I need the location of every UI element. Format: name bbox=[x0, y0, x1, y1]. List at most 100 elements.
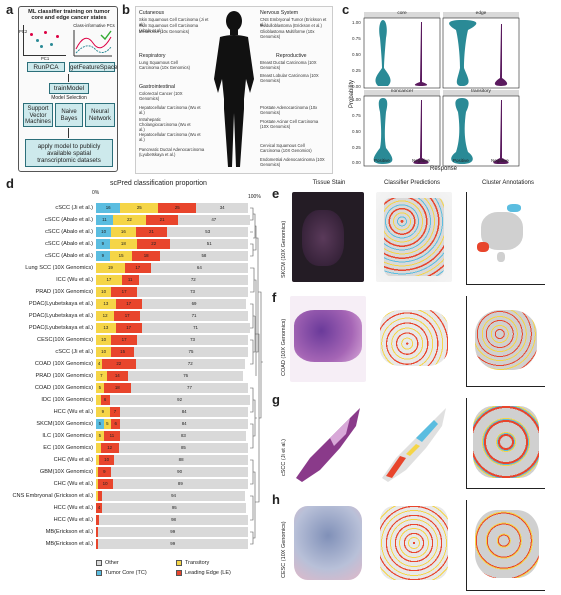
bar-segment: 90 bbox=[111, 467, 248, 477]
legend-swatch-transitory bbox=[176, 560, 182, 566]
bar-segment: 72 bbox=[135, 359, 245, 369]
bar-segment bbox=[96, 527, 98, 537]
row-label: CNS Embryonal (Erickson et al.) bbox=[12, 493, 93, 499]
bar-segment: 25 bbox=[158, 203, 197, 213]
bar-segment: 15 bbox=[109, 251, 133, 261]
model-neural-network[interactable]: Neural Network bbox=[85, 103, 115, 127]
svg-text:0.00: 0.00 bbox=[352, 84, 361, 89]
bar-row: 11 22 21 47 bbox=[96, 215, 250, 225]
gastro-item-3: Intrahepatic Cholangiocarcinoma (Wu et a… bbox=[139, 117, 191, 133]
bar-segment: 14 bbox=[106, 371, 128, 381]
bar-segment: 17 bbox=[111, 335, 138, 345]
reproductive-item-2: Breast Lobular Carcinoma (10X Genomics) bbox=[260, 73, 319, 84]
reproductive-item-5: Cervical Squamous Cell Carcinoma (10X Ge… bbox=[260, 143, 312, 154]
bar-segment: 84 bbox=[120, 407, 248, 417]
row-label: CHC (Wu et al.) bbox=[53, 457, 93, 463]
bar-segment: 75 bbox=[134, 347, 248, 357]
bar-segment: 11 bbox=[96, 215, 113, 225]
svg-text:0.25: 0.25 bbox=[352, 68, 361, 73]
bar-segment: 17 bbox=[115, 299, 142, 309]
row-label: HCC (Wu et al.) bbox=[53, 517, 93, 523]
bar-segment: 22 bbox=[102, 359, 136, 369]
gastro-item-4: Hepatocellular Carcinoma (Wu et al.) bbox=[139, 132, 201, 143]
row-label: SKCM(10X Genomics) bbox=[36, 421, 93, 427]
stacked-bar-chart: 16 25 25 34 11 22 21 47 10 16 21 53 9 18 22 51 9 15 18 58 19… bbox=[96, 202, 250, 550]
model-svm[interactable]: Support Vector Machines bbox=[23, 103, 53, 127]
facet-edge: edge bbox=[475, 11, 487, 16]
bar-segment: 71 bbox=[140, 311, 248, 321]
getfeaturespace-button[interactable]: getFeatureSpace bbox=[69, 62, 118, 72]
human-body-icon bbox=[214, 11, 254, 167]
panel-letter-b: b bbox=[122, 2, 130, 17]
bar-segment: 17 bbox=[114, 311, 141, 321]
gastro-heading: Gastrointestinal bbox=[139, 84, 176, 90]
bar-segment: 99 bbox=[97, 527, 248, 537]
bar-segment: 9 bbox=[96, 251, 110, 261]
panel-letter-e: e bbox=[272, 186, 280, 201]
panel-letter-h: h bbox=[272, 492, 280, 507]
model-naive-bayes[interactable]: Naive Bayes bbox=[55, 103, 83, 127]
bar-segment: 47 bbox=[178, 215, 250, 225]
cutaneous-item-3: Melanoma (10x Genomics) bbox=[139, 29, 190, 34]
bar-segment: 69 bbox=[141, 299, 247, 309]
tissue-stain-skcm bbox=[292, 192, 364, 282]
reproductive-item-6: Endometrial Adenocarcinoma (10X Genomics… bbox=[260, 157, 325, 168]
panel-letter-g: g bbox=[272, 392, 280, 407]
bar-row: 98 bbox=[96, 515, 248, 525]
bar-segment: 92 bbox=[109, 395, 250, 405]
bar-row: 12 17 71 bbox=[96, 311, 248, 321]
bar-segment: 71 bbox=[141, 323, 250, 333]
col-title-cluster: Cluster Annotations bbox=[481, 180, 535, 186]
legend-other: Other bbox=[105, 560, 119, 566]
bar-row: 10 88 bbox=[96, 455, 248, 465]
panel-letter-f: f bbox=[272, 290, 277, 305]
row-label: HCC (Wu et al.) bbox=[53, 505, 93, 511]
bar-segment: 9 bbox=[96, 407, 110, 417]
bar-segment: 9 bbox=[97, 467, 112, 477]
row-label: PRAD (10X Genomics) bbox=[35, 373, 93, 379]
bar-segment: 6 bbox=[111, 419, 121, 429]
row-label: COAD (10X Genomics) bbox=[34, 385, 93, 391]
classifier-pred-cscc bbox=[376, 398, 452, 484]
arrow-down-1 bbox=[68, 74, 69, 82]
bar-segment bbox=[97, 491, 103, 501]
svg-text:0.50: 0.50 bbox=[352, 129, 361, 134]
col-title-tissue-stain: Tissue Stain bbox=[312, 180, 346, 186]
bar-segment: 73 bbox=[137, 287, 248, 297]
bar-segment bbox=[96, 515, 100, 525]
bar-segment: 77 bbox=[130, 383, 248, 393]
bar-segment: 19 bbox=[96, 263, 125, 273]
class-informative-label: Class-informative PCs bbox=[73, 23, 115, 28]
bar-row: 17 11 72 bbox=[96, 275, 248, 285]
bar-row: 5 11 83 bbox=[96, 431, 248, 441]
bar-row: 16 25 25 34 bbox=[96, 203, 248, 213]
cluster-annot-skcm bbox=[466, 192, 545, 285]
bar-segment: 88 bbox=[114, 455, 248, 465]
axis-end-label: 100% bbox=[248, 194, 261, 200]
runpca-button[interactable]: RunPCA bbox=[27, 62, 65, 72]
apply-model-box[interactable]: apply model to publicly available spatia… bbox=[25, 139, 113, 167]
bar-segment: 85 bbox=[118, 443, 248, 453]
gastro-item-5: Pancreatic Ductal Adenocarcinoma (Lyubet… bbox=[139, 147, 205, 158]
bar-segment: 16 bbox=[111, 227, 136, 237]
nervous-item-2: Medulloblastoma (Erickson et al.) bbox=[260, 23, 322, 28]
pc1-axis-label: PC1 bbox=[41, 56, 50, 61]
reproductive-item-3: Prostate Adenocarcinoma (10x Genomics) bbox=[260, 105, 318, 116]
legend-tc: Tumor Core (TC) bbox=[105, 570, 147, 576]
xtick-negative-2: Negative bbox=[491, 158, 509, 163]
bar-segment bbox=[96, 467, 98, 477]
bar-segment: 58 bbox=[159, 251, 248, 261]
bar-segment: 12 bbox=[100, 443, 119, 453]
bar-segment bbox=[96, 539, 98, 549]
cutaneous-item-2: Skin Squamous Cell Carcinoma (Abalo et a… bbox=[139, 23, 199, 34]
ytick-top-1: 1.00 bbox=[352, 20, 361, 25]
tissue-stain-coad bbox=[290, 296, 366, 382]
trainmodel-button[interactable]: trainModel bbox=[49, 83, 89, 94]
row-label: PDAC(Lyubetskaya et al.) bbox=[28, 301, 93, 307]
bar-segment bbox=[96, 479, 98, 489]
bar-row: 13 17 71 bbox=[96, 323, 250, 333]
tissue-stain-cesc bbox=[290, 500, 366, 586]
panel-a-title: ML classifier training on tumor core and… bbox=[28, 9, 110, 22]
bar-segment: 5 bbox=[96, 419, 104, 429]
bar-segment: 18 bbox=[132, 251, 160, 261]
